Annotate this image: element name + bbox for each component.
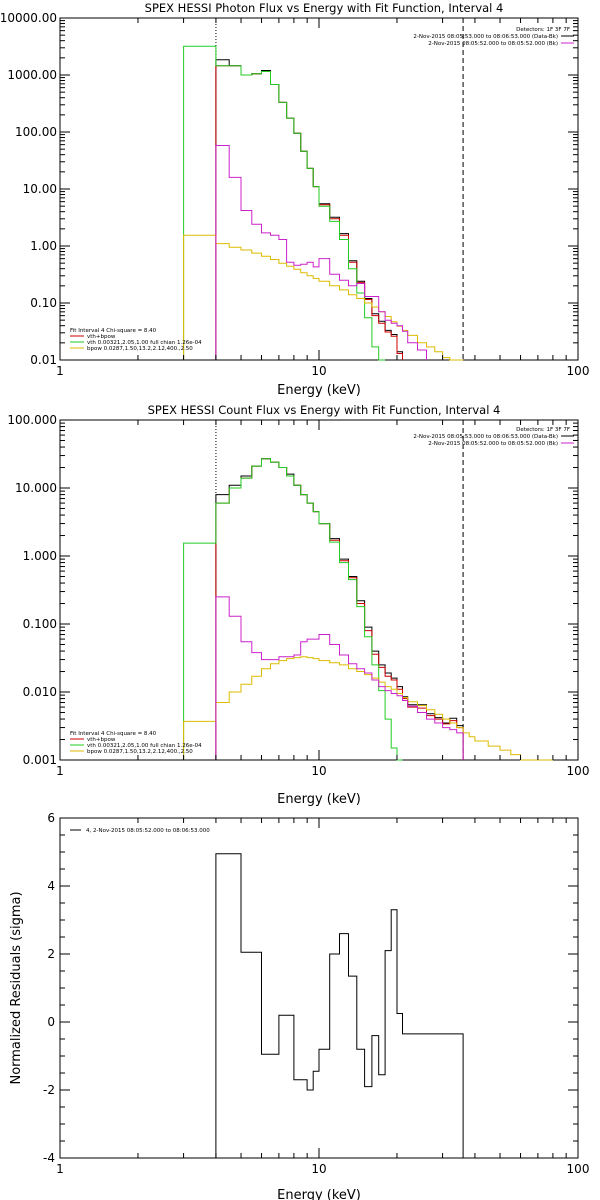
photon-flux-xtick-label: 100 [567, 364, 590, 378]
residuals-ytick-label: -2 [43, 1083, 55, 1097]
photon-flux-xtick-label: 1 [56, 364, 64, 378]
count-flux-series-bpow-3 [183, 656, 553, 761]
photon-flux-series-background-4 [215, 145, 427, 360]
count-flux-xtick-label: 100 [567, 764, 590, 778]
residuals-ytick-label: 4 [47, 879, 55, 893]
residuals-ytick-label: 6 [47, 811, 55, 825]
count-flux-xtick-label: 1 [56, 764, 64, 778]
count-flux-ytick-label: 1.000 [23, 549, 57, 563]
photon-flux-series-bpow-3 [183, 234, 464, 361]
photon-flux-marks [183, 18, 464, 361]
photon-flux-series-vth-2 [183, 45, 386, 361]
count-flux-xlabel: Energy (keV) [277, 792, 361, 807]
residuals-xtick-label: 10 [311, 1162, 326, 1176]
residuals-ytick-label: 0 [47, 1015, 55, 1029]
residuals-xtick-label: 1 [56, 1162, 64, 1176]
count-flux-legend-bk-interval: 2-Nov-2015 08:05:52.000 to 08:05:52.000 … [428, 441, 558, 447]
residuals-marks [215, 853, 464, 1158]
photon-flux-ticks: 1 10 100 0.01 0.10 1.00 10.00 100.00 1000.00 1000… [0, 11, 589, 378]
photon-flux-xlabel: Energy (keV) [277, 383, 361, 398]
count-flux-title: SPEX HESSI Count Flux vs Energy with Fit… [148, 403, 501, 417]
count-flux-series-background-4 [215, 596, 464, 760]
photon-flux-title: SPEX HESSI Photon Flux vs Energy with Fi… [145, 1, 504, 15]
photon-flux-series-vth-bpow-1 [215, 65, 403, 360]
photon-flux-ytick-label: 0.10 [30, 296, 57, 310]
count-flux-ytick-label: 0.010 [23, 685, 57, 699]
count-flux-ytick-label: 0.100 [23, 617, 57, 631]
residuals-xtick-label: 100 [567, 1162, 590, 1176]
photon-flux-xtick-label: 10 [311, 364, 326, 378]
photon-flux-ytick-label: 10.00 [23, 182, 57, 196]
residuals-xlabel: Energy (keV) [277, 1188, 361, 1200]
residuals-ylabel: Normalized Residuals (sigma) [9, 891, 24, 1084]
photon-flux-legend-bk-interval: 2-Nov-2015 08:05:52.000 to 08:05:52.000 … [428, 41, 558, 47]
photon-flux-series-data-0 [215, 59, 403, 360]
count-flux-marks [183, 420, 553, 761]
residuals-ytick-label: -4 [43, 1151, 55, 1165]
photon-flux-panel: SPEX HESSI Photon Flux vs Energy with Fi… [0, 1, 589, 398]
residuals-ytick-label: 2 [47, 947, 55, 961]
photon-flux-ytick-label: 100.00 [15, 125, 57, 139]
count-flux-legend-data-interval: 2-Nov-2015 08:05:53.000 to 08:06:53.000 … [413, 434, 558, 440]
residuals-plot-frame [59, 817, 579, 1159]
count-flux-xtick-label: 10 [311, 764, 326, 778]
count-flux-ticks: 1 10 100 0.001 0.010 0.100 1.000 10.000 100.000 [7, 413, 589, 778]
residuals-legend-label: 4, 2-Nov-2015 08:05:52.000 to 08:06:53.0… [86, 828, 210, 834]
count-flux-legend-bpow: bpow 0.0287,1.50,13.2,2.12,400.,2.50 [87, 749, 193, 755]
residuals-ticks: 1 10 100 -4 -2 0 2 4 6 [43, 811, 589, 1176]
count-flux-panel: SPEX HESSI Count Flux vs Energy with Fit… [7, 403, 589, 807]
count-flux-legend-vth: vth 0.00321,2.05,1.00 full chian 1.26e-0… [87, 743, 202, 749]
count-flux-ytick-label: 0.001 [23, 753, 57, 767]
count-flux-legend-model: vth+bpow [87, 737, 116, 743]
count-flux-series-vth-2 [183, 458, 403, 761]
count-flux-legend-detectors: Detectors: 1F 3F 7F [516, 427, 570, 433]
residuals-legend: 4, 2-Nov-2015 08:05:52.000 to 08:06:53.0… [70, 828, 210, 834]
photon-flux-legend-data-interval: 2-Nov-2015 08:05:53.000 to 08:06:53.000 … [413, 34, 558, 40]
photon-flux-legend-top-right: Detectors: 1F 3F 7F 2-Nov-2015 08:05:53.… [413, 27, 574, 47]
count-flux-ytick-label: 100.000 [7, 413, 57, 427]
count-flux-legend-fit-interval: Fit Interval 4 Chi-square = 8.40 [70, 731, 157, 737]
photon-flux-ytick-label: 1000.00 [7, 68, 57, 82]
count-flux-plot-frame [59, 419, 579, 761]
photon-flux-ytick-label: 1.00 [30, 239, 57, 253]
photon-flux-legend-bottom-left: Fit Interval 4 Chi-square = 8.40 vth+bpo… [70, 328, 202, 352]
count-flux-ytick-label: 10.000 [15, 481, 57, 495]
photon-flux-legend-detectors: Detectors: 1F 3F 7F [516, 27, 570, 33]
residuals-panel: 1 10 100 -4 -2 0 2 4 6 Energy (keV) Normalized R… [9, 811, 589, 1200]
photon-flux-legend-model: vth+bpow [87, 334, 116, 340]
count-flux-legend-top-right: Detectors: 1F 3F 7F 2-Nov-2015 08:05:53.… [413, 427, 574, 447]
photon-flux-legend-fit-interval: Fit Interval 4 Chi-square = 8.40 [70, 328, 157, 334]
count-flux-legend-bottom-left: Fit Interval 4 Chi-square = 8.40 vth+bpo… [70, 731, 202, 755]
photon-flux-ytick-label: 10000.00 [0, 11, 57, 25]
photon-flux-legend-bpow: bpow 0.0287,1.50,13.2,2.12,400.,2.50 [87, 346, 193, 352]
photon-flux-ytick-label: 0.01 [30, 353, 57, 367]
residuals-series-data-0 [215, 853, 464, 1158]
photon-flux-legend-vth: vth 0.00321,2.05,1.00 full chian 1.26e-0… [87, 340, 202, 346]
